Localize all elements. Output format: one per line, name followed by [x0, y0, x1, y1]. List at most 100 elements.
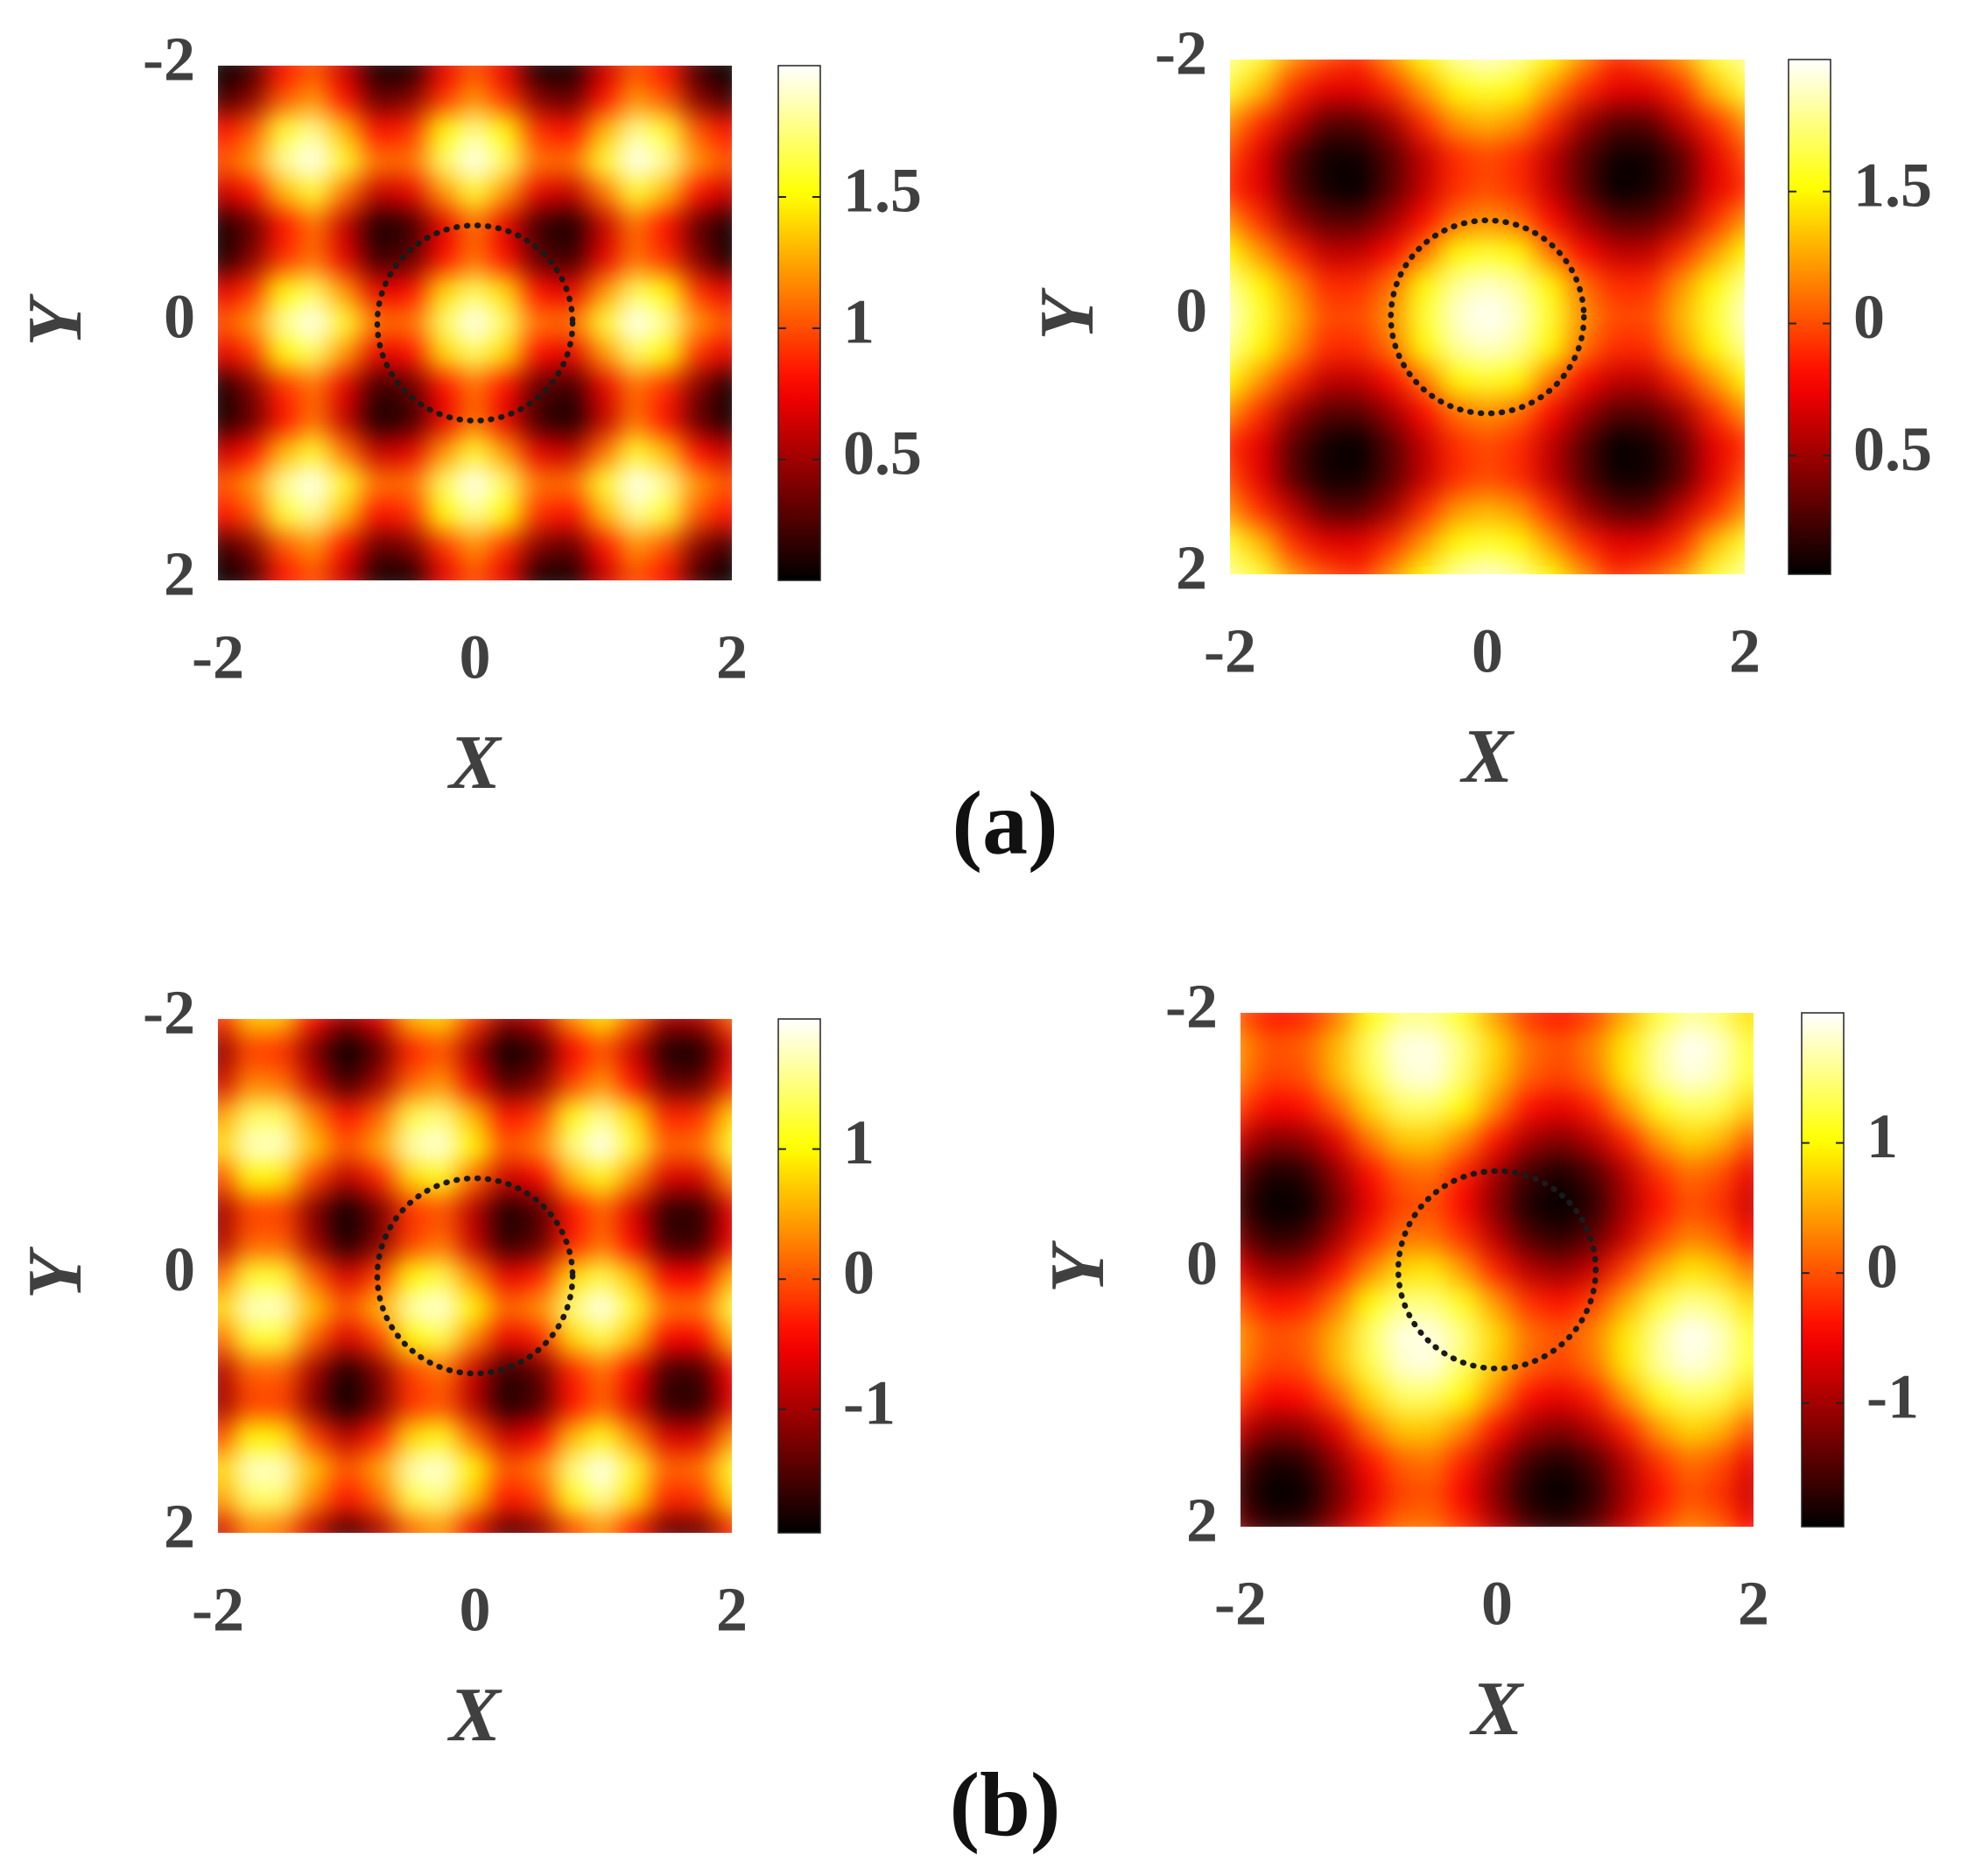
- heat-cell: [683, 370, 717, 404]
- heat-cell: [554, 1163, 588, 1197]
- heat-cell: [1288, 1253, 1322, 1287]
- heat-cell: [1480, 1381, 1514, 1416]
- heat-cell: [394, 1130, 427, 1164]
- heat-cell: [1663, 268, 1697, 302]
- heat-cell: [1245, 493, 1279, 527]
- heat-cell: [329, 1226, 363, 1261]
- heat-cell: [1641, 1124, 1674, 1158]
- heat-cell: [298, 1355, 331, 1389]
- heat-cell: [1288, 1414, 1322, 1447]
- heat-cell: [683, 1388, 717, 1422]
- heat-cell: [425, 531, 460, 566]
- heat-cell: [1544, 1285, 1578, 1319]
- heat-cell: [1448, 1028, 1482, 1062]
- heat-cell: [1310, 460, 1344, 495]
- heat-cell: [298, 1259, 331, 1293]
- heat-cell: [683, 1259, 717, 1293]
- heat-cell: [233, 370, 267, 404]
- heat-cell: [458, 81, 492, 115]
- heat-cell: [1352, 1445, 1386, 1479]
- heat-cell: [1416, 1028, 1450, 1062]
- heat-cell: [1737, 1510, 1754, 1527]
- heat-cell: [233, 564, 267, 580]
- heat-cell: [1480, 1124, 1514, 1158]
- heat-cell: [1471, 429, 1504, 462]
- heat-cell: [1567, 460, 1601, 495]
- heat-cell: [1567, 525, 1601, 559]
- heat-cell: [715, 1420, 732, 1453]
- heat-cell: [715, 1388, 732, 1422]
- heat-cell: [1544, 1253, 1578, 1287]
- heat-cell: [218, 1516, 235, 1533]
- heat-cell: [1245, 300, 1279, 334]
- heat-cell: [1728, 493, 1745, 527]
- heat-cell: [1384, 1060, 1417, 1094]
- heat-cell: [587, 467, 621, 501]
- heat-cell: [1737, 1220, 1754, 1254]
- heat-cell: [1502, 558, 1536, 574]
- heat-cell: [458, 403, 492, 437]
- heat-cell: [490, 1388, 524, 1422]
- heat-cell: [425, 274, 460, 308]
- heat-cell: [715, 1019, 732, 1036]
- heat-cell: [1631, 60, 1665, 76]
- heat-cell: [587, 531, 621, 566]
- heat-cell: [329, 1099, 363, 1132]
- heat-cell: [1535, 268, 1569, 302]
- heat-cell: [1342, 172, 1375, 205]
- colorbar-tick-label: -1: [1866, 1361, 1919, 1431]
- heat-cell: [490, 435, 524, 468]
- colorbar: [1788, 59, 1831, 575]
- heat-cell: [298, 1066, 331, 1100]
- heat-cell: [683, 403, 717, 437]
- heat-cell: [298, 145, 331, 179]
- heat-cell: [619, 1163, 652, 1197]
- heat-cell: [587, 306, 621, 340]
- heat-cell: [490, 1034, 524, 1068]
- heat-cell: [1544, 1013, 1578, 1029]
- heat-cell: [329, 1034, 363, 1068]
- heat-cell: [1288, 1013, 1322, 1029]
- heat-cell: [1696, 493, 1730, 527]
- heat-cell: [1672, 1156, 1706, 1191]
- heat-cell: [1696, 60, 1730, 76]
- heat-cell: [329, 1066, 363, 1100]
- heat-cell: [715, 467, 732, 501]
- heat-cell: [1480, 1317, 1514, 1351]
- heat-cell: [265, 1484, 299, 1518]
- heat-cell: [1471, 300, 1504, 334]
- heat-cell: [715, 403, 732, 437]
- heat-cell: [329, 1259, 363, 1293]
- heat-cell: [587, 370, 621, 404]
- heat-cell: [1631, 397, 1665, 431]
- heat-cell: [1384, 1510, 1417, 1527]
- heat-cell: [1737, 1124, 1754, 1158]
- heat-cell: [362, 1324, 396, 1357]
- colorbar-tick-label: 1.5: [843, 156, 922, 226]
- heat-cell: [490, 306, 524, 340]
- heat-cell: [329, 209, 363, 243]
- heat-cell: [362, 145, 396, 179]
- heat-cell: [1544, 1060, 1578, 1094]
- heat-cell: [715, 66, 732, 82]
- heat-cell: [1471, 107, 1504, 141]
- heat-cell: [218, 1291, 235, 1325]
- heat-cell: [650, 1130, 685, 1164]
- heat-cell: [490, 178, 524, 211]
- heat-cell: [1641, 1414, 1674, 1447]
- heat-cell: [1255, 1124, 1290, 1158]
- heat-cell: [1567, 60, 1601, 76]
- heat-cell: [1567, 107, 1601, 141]
- heat-cell: [1577, 1093, 1610, 1126]
- heat-cell: [1502, 364, 1536, 398]
- heat-cell: [490, 81, 524, 115]
- heat-cell: [1704, 1381, 1739, 1416]
- heat-cell: [1480, 1478, 1514, 1512]
- heat-cell: [458, 274, 492, 308]
- heat-cell: [425, 306, 460, 340]
- heat-cell: [1567, 429, 1601, 462]
- heat-cell: [1512, 1381, 1546, 1416]
- heat-cell: [425, 1226, 460, 1261]
- y-axis-label: Y: [1025, 287, 1110, 341]
- heat-cell: [1230, 74, 1247, 109]
